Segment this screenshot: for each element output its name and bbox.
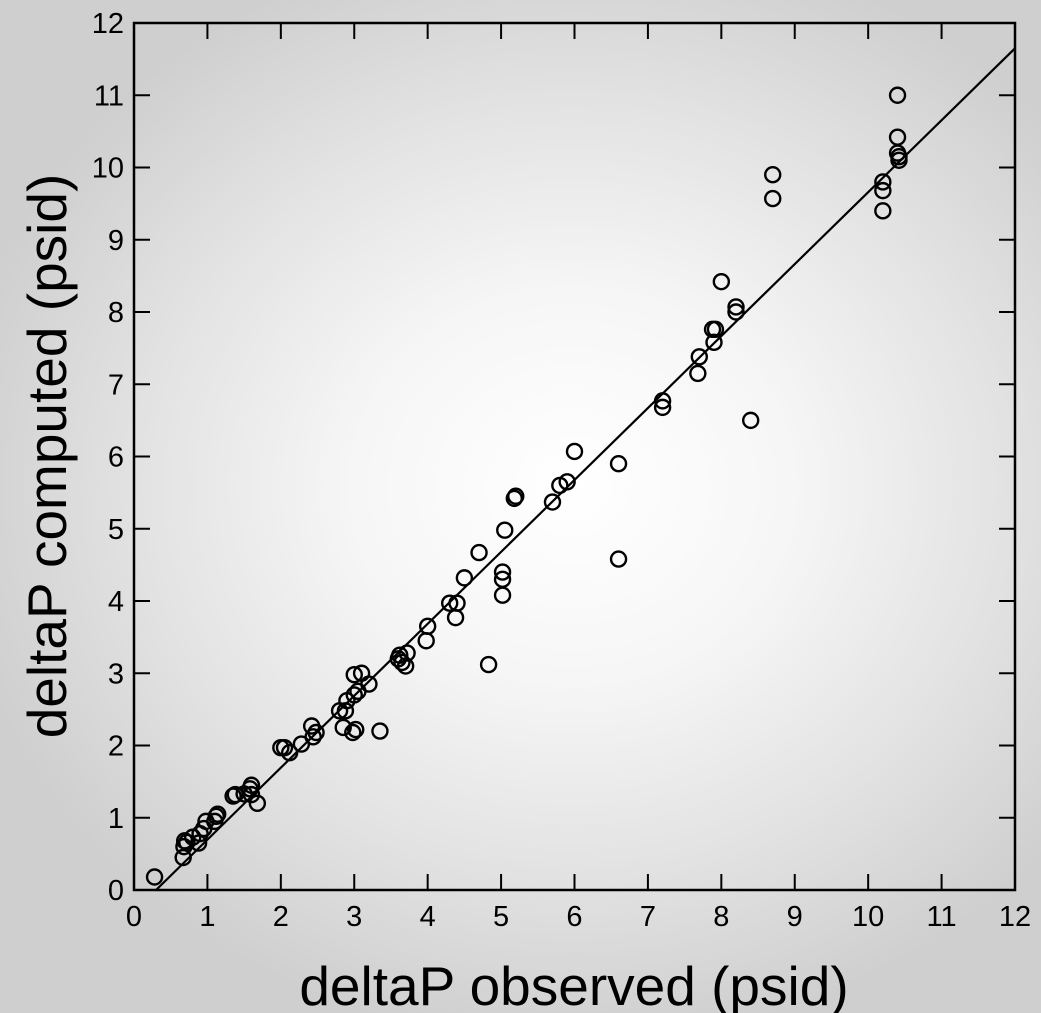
data-point <box>242 785 261 804</box>
data-point <box>558 473 576 491</box>
data-point <box>307 723 325 742</box>
y-tick-label: 8 <box>108 297 124 329</box>
data-point <box>344 723 362 742</box>
data-point <box>890 147 908 166</box>
y-tick-label: 9 <box>108 225 124 257</box>
data-point <box>727 298 745 316</box>
data-point <box>336 702 355 720</box>
data-point <box>609 550 628 568</box>
data-point <box>280 744 299 762</box>
data-point <box>653 398 672 417</box>
data-point <box>417 632 435 650</box>
x-tick-label: 6 <box>566 901 582 933</box>
data-point <box>689 364 707 383</box>
y-tick-label: 3 <box>108 658 124 690</box>
data-point <box>360 675 378 693</box>
data-point <box>455 569 474 587</box>
x-tick-label: 2 <box>273 901 289 933</box>
data-point <box>446 608 465 627</box>
data-point <box>888 86 907 104</box>
data-point <box>334 718 352 737</box>
data-point <box>705 333 723 352</box>
data-point <box>507 487 525 505</box>
data-point <box>248 794 267 812</box>
y-tick-label: 6 <box>108 442 124 474</box>
data-points <box>145 86 908 886</box>
y-tick-label: 12 <box>92 8 124 40</box>
data-point <box>479 655 498 674</box>
data-point <box>418 617 437 635</box>
data-point <box>493 586 512 604</box>
data-point <box>690 348 709 366</box>
data-point <box>145 868 164 886</box>
data-point <box>874 173 892 191</box>
data-point <box>565 442 584 461</box>
data-point <box>398 644 416 662</box>
y-tick-label: 11 <box>94 80 124 112</box>
data-point <box>208 805 227 823</box>
data-point <box>448 594 466 612</box>
x-tick-label: 4 <box>420 901 436 933</box>
data-point <box>609 455 628 473</box>
data-point <box>706 320 725 339</box>
axis-ticks <box>133 22 1016 891</box>
data-point <box>888 128 907 146</box>
x-tick-label: 10 <box>852 901 884 933</box>
data-point <box>727 303 745 321</box>
y-tick-label: 10 <box>92 153 124 185</box>
data-point <box>242 776 261 794</box>
y-tick-label: 0 <box>108 875 124 907</box>
x-tick-label: 12 <box>999 901 1031 933</box>
y-tick-label: 7 <box>108 369 124 401</box>
x-tick-label: 8 <box>713 901 729 933</box>
y-tick-label: 1 <box>108 803 124 835</box>
y-tick-label: 5 <box>108 514 124 546</box>
x-tick-label: 7 <box>640 901 656 933</box>
data-point <box>347 720 365 739</box>
data-point <box>345 665 363 684</box>
data-point <box>496 521 514 539</box>
fit-line <box>155 47 1016 891</box>
y-tick-label: 2 <box>108 731 124 763</box>
data-point <box>396 657 415 675</box>
data-point <box>742 411 760 430</box>
plot-frame <box>132 21 1017 892</box>
x-axis-title: deltaP observed (psid) <box>299 955 848 1013</box>
data-point <box>345 686 363 704</box>
y-axis-title: deltaP computed (psid) <box>16 174 78 739</box>
data-point <box>764 189 782 208</box>
x-tick-label: 1 <box>199 901 215 933</box>
data-point <box>543 493 562 511</box>
data-point <box>653 392 672 410</box>
data-point <box>874 202 892 220</box>
data-point <box>470 543 488 562</box>
data-point <box>764 166 782 184</box>
data-point <box>393 653 411 672</box>
x-tick-label: 5 <box>493 901 509 933</box>
x-tick-label: 0 <box>126 901 142 933</box>
data-point <box>712 272 731 291</box>
x-tick-label: 3 <box>346 901 362 933</box>
data-point <box>440 594 459 612</box>
y-tick-label: 4 <box>108 586 124 618</box>
data-point <box>304 728 322 746</box>
data-point <box>371 722 389 740</box>
data-point <box>275 738 294 757</box>
data-point <box>874 181 892 200</box>
data-point <box>493 563 512 581</box>
x-tick-label: 11 <box>927 901 957 933</box>
x-tick-label: 9 <box>787 901 803 933</box>
